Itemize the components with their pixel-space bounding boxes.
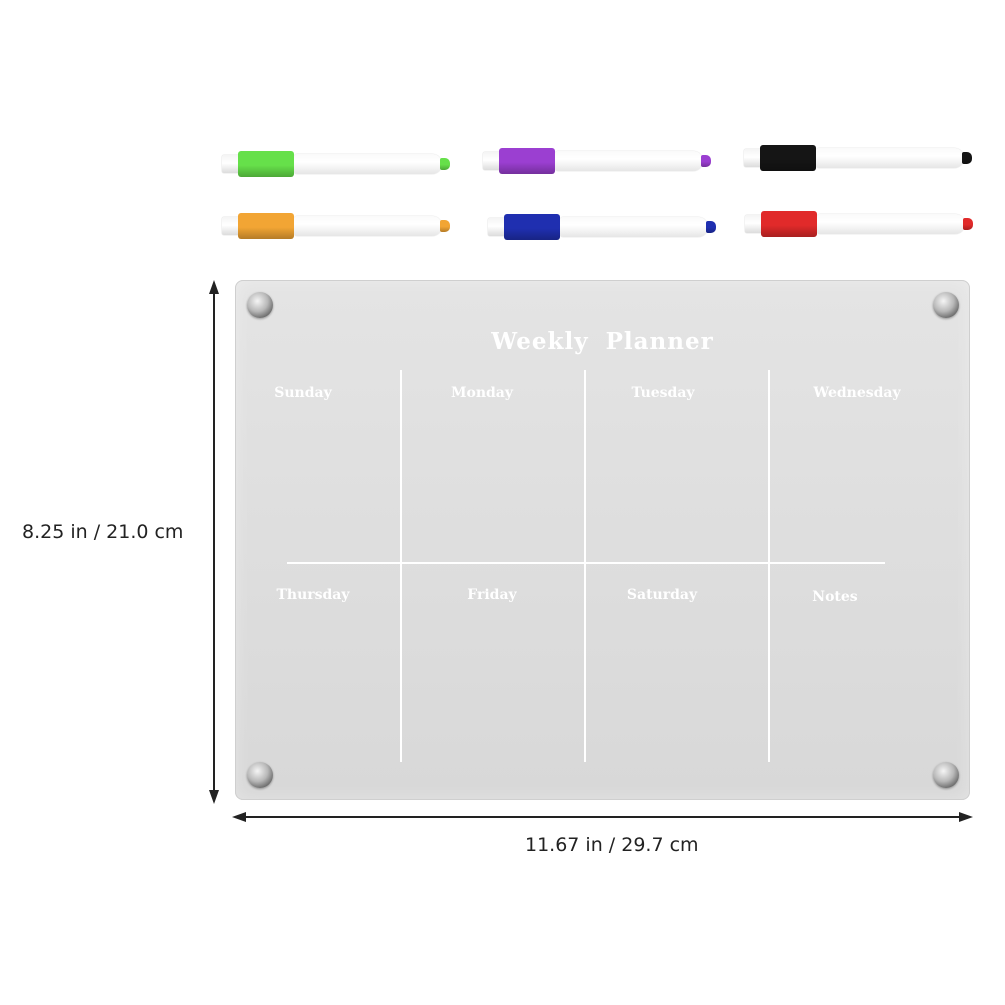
marker-tip — [963, 218, 973, 230]
day-label-thursday: Thursday — [276, 587, 350, 603]
screw-icon — [247, 292, 273, 318]
orange-marker — [222, 213, 462, 239]
marker-barrel — [817, 214, 965, 234]
day-label-wednesday: Wednesday — [813, 385, 901, 401]
screw-icon — [933, 292, 959, 318]
board-title: Weekly Planner — [491, 328, 714, 355]
marker-barrel — [294, 216, 442, 236]
marker-barrel — [816, 148, 964, 168]
marker-barrel — [294, 154, 442, 174]
marker-cap — [760, 145, 816, 171]
grid-divider — [400, 370, 402, 762]
marker-tip — [440, 220, 450, 232]
day-label-notes: Notes — [812, 589, 858, 605]
height-dimension-label: 8.25 in / 21.0 cm — [22, 521, 184, 543]
screw-icon — [933, 762, 959, 788]
marker-cap — [238, 151, 294, 177]
marker-cap — [761, 211, 817, 237]
day-label-saturday: Saturday — [626, 587, 698, 603]
red-marker — [745, 211, 985, 237]
weekly-planner-board: Weekly Planner Sunday Monday Tuesday Wed… — [235, 280, 970, 800]
marker-cap — [504, 214, 560, 240]
marker-tip — [706, 221, 716, 233]
width-dimension-label: 11.67 in / 29.7 cm — [525, 834, 699, 856]
height-dimension-arrow — [209, 280, 219, 804]
day-label-tuesday: Tuesday — [631, 385, 695, 401]
day-label-sunday: Sunday — [274, 385, 332, 401]
width-dimension-arrow — [232, 812, 973, 822]
day-label-friday: Friday — [467, 587, 517, 603]
marker-tip — [701, 155, 711, 167]
marker-cap — [238, 213, 294, 239]
green-marker — [222, 151, 462, 177]
marker-barrel — [555, 151, 703, 171]
marker-barrel — [560, 217, 708, 237]
grid-divider — [287, 562, 885, 564]
grid-divider — [584, 370, 586, 762]
marker-tip — [962, 152, 972, 164]
black-marker — [744, 145, 984, 171]
screw-icon — [247, 762, 273, 788]
grid-divider — [768, 370, 770, 762]
day-label-monday: Monday — [450, 385, 513, 401]
purple-marker — [483, 148, 723, 174]
marker-tip — [440, 158, 450, 170]
marker-cap — [499, 148, 555, 174]
blue-marker — [488, 214, 728, 240]
